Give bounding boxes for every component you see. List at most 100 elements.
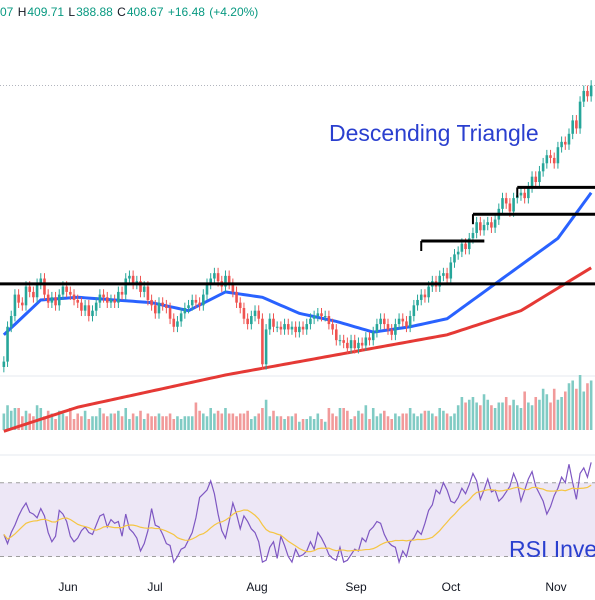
x-tick-label: Jul — [147, 580, 163, 594]
volume-bar — [305, 419, 309, 430]
candle-body — [113, 299, 116, 303]
volume-bar — [231, 413, 235, 430]
volume-bar — [102, 413, 105, 430]
candle-body — [464, 243, 467, 250]
candle-body — [449, 262, 453, 279]
candle-body — [32, 291, 35, 298]
volume-bar — [242, 413, 246, 430]
change-value: +16.48 — [167, 5, 205, 19]
candle-body — [408, 316, 412, 327]
candle-body — [401, 318, 405, 322]
candle-body — [250, 316, 253, 325]
candle-body — [541, 163, 545, 172]
candle-body — [290, 326, 294, 330]
candle-body — [187, 305, 190, 308]
candle-body — [397, 318, 401, 325]
volume-bar — [464, 402, 467, 430]
volume-bar — [375, 416, 379, 430]
volume-bar — [449, 416, 453, 430]
low-value: 388.88 — [76, 5, 113, 19]
candle-body — [83, 305, 87, 311]
volume-bar — [586, 383, 589, 430]
candle-body — [272, 318, 275, 327]
volume-bar — [298, 421, 301, 430]
slow-moving-average-line — [3, 266, 592, 433]
x-tick-label: Aug — [246, 580, 268, 594]
volume-bar — [397, 416, 401, 430]
candle-body — [575, 120, 578, 129]
candle-body — [261, 318, 264, 365]
volume-bar — [142, 419, 146, 430]
candle-body — [504, 198, 508, 204]
volume-bar — [113, 413, 116, 430]
volume-bar — [515, 405, 519, 430]
volume-bar — [394, 413, 397, 430]
volume-bar — [353, 416, 357, 430]
volume-bar — [253, 416, 257, 430]
candle-body — [479, 222, 482, 231]
candle-body — [379, 318, 382, 325]
candle-body — [150, 299, 153, 306]
candle-body — [442, 273, 445, 276]
volume-bar — [467, 399, 471, 430]
volume-bar — [50, 413, 54, 430]
volume-bar — [275, 416, 279, 430]
candle-body — [142, 286, 146, 292]
volume-bar — [135, 416, 139, 430]
volume-bar — [165, 416, 168, 430]
ohlc-legend: 07 H409.71 L388.88 C408.67 +16.48 (+4.20… — [0, 5, 259, 19]
volume-bar — [456, 405, 460, 430]
candle-body — [538, 171, 541, 183]
volume-bar — [316, 413, 320, 430]
open-value-fragment: 07 — [0, 5, 14, 19]
volume-bar — [128, 419, 131, 430]
candle-body — [383, 318, 386, 325]
candle-body — [460, 243, 464, 252]
volume-bar — [349, 419, 353, 430]
volume-bar — [176, 416, 179, 430]
candle-body — [205, 283, 209, 295]
volume-bar — [578, 375, 582, 430]
candle-body — [305, 324, 309, 330]
volume-bar — [383, 410, 386, 430]
rsi-moving-average-line — [3, 484, 592, 553]
candle-body — [43, 278, 46, 295]
volume-bar — [460, 397, 464, 430]
volume-bar — [91, 416, 94, 430]
volume-bar — [35, 405, 39, 430]
candle-body — [224, 275, 227, 287]
volume-bar — [401, 413, 405, 430]
candle-body — [117, 291, 120, 303]
volume-bar — [227, 413, 231, 430]
candle-body — [13, 294, 17, 317]
volume-bar — [431, 413, 434, 430]
rsi-annotation: RSI Inve — [509, 536, 595, 562]
volume-bar — [523, 391, 526, 430]
volume-bar — [419, 413, 423, 430]
candle-body — [342, 340, 345, 343]
candle-body — [534, 176, 538, 183]
volume-bar — [571, 380, 574, 430]
candle-body — [157, 302, 161, 314]
candle-body — [2, 361, 6, 367]
candle-body — [202, 294, 205, 306]
candle-body — [231, 283, 235, 292]
candle-body — [80, 302, 83, 311]
candle-body — [176, 321, 179, 327]
candle-body — [371, 332, 375, 341]
close-label: C — [117, 5, 126, 19]
candle-body — [275, 326, 279, 328]
volume-bar — [117, 410, 120, 430]
candle-body — [390, 329, 393, 335]
candle-body — [416, 299, 419, 306]
volume-bar — [338, 408, 342, 430]
volume-bar — [124, 408, 128, 430]
candle-body — [102, 294, 105, 298]
volume-bar — [194, 402, 198, 430]
candle-body — [39, 278, 43, 284]
candle-body — [286, 324, 290, 330]
candle-body — [6, 326, 9, 362]
volume-bar — [327, 408, 331, 430]
candle-body — [54, 297, 57, 306]
